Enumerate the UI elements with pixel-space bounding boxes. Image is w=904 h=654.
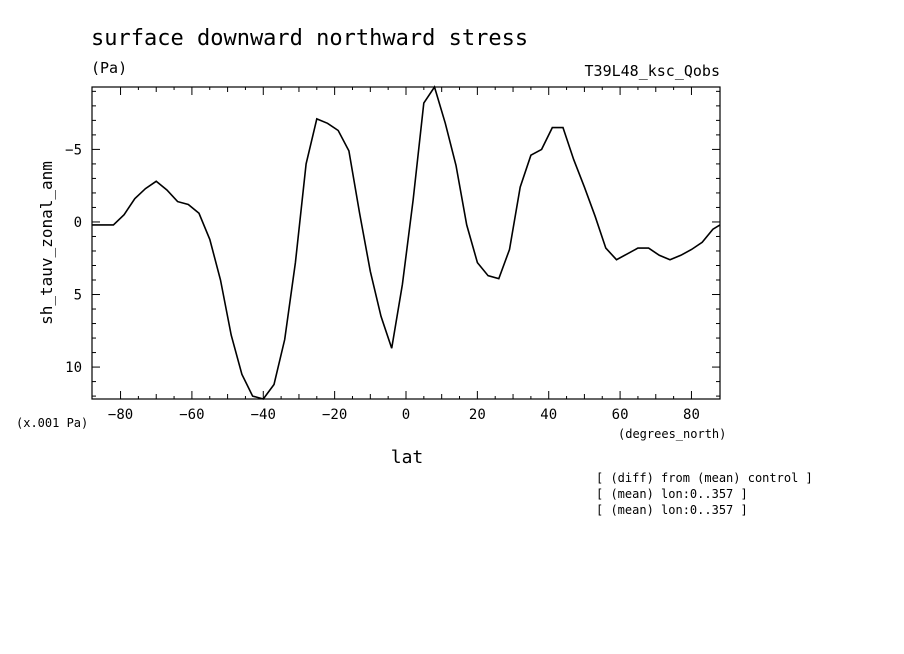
x-tick-label: −80 xyxy=(108,407,133,423)
plot-frame xyxy=(91,86,721,400)
y-tick-label: 0 xyxy=(74,215,82,231)
y-tick-label: −5 xyxy=(65,142,82,158)
x-tick-label: 80 xyxy=(683,407,700,423)
y-scale-label: (x.001 Pa) xyxy=(16,416,88,430)
chart-units: (Pa) xyxy=(91,59,127,77)
x-tick-label: 40 xyxy=(540,407,557,423)
y-axis-label: sh_tauv_zonal_anm xyxy=(37,161,56,325)
run-label: T39L48_ksc_Qobs xyxy=(585,62,720,80)
x-axis: −80 −60 −40 −20 0 20 40 60 80 xyxy=(108,87,700,423)
x-axis-label: lat xyxy=(391,447,424,468)
series-line xyxy=(92,85,721,400)
note-line-3: [ (mean) lon:0..357 ] xyxy=(596,503,748,517)
x-tick-label: 0 xyxy=(402,407,410,423)
x-tick-label: 60 xyxy=(612,407,629,423)
x-tick-label: −20 xyxy=(322,407,347,423)
note-line-1: [ (diff) from (mean) control ] xyxy=(596,471,813,485)
y-tick-label: 10 xyxy=(65,360,82,376)
y-tick-label: 5 xyxy=(74,288,82,304)
y-axis: −5 0 5 10 xyxy=(65,90,720,397)
note-line-2: [ (mean) lon:0..357 ] xyxy=(596,487,748,501)
chart-title: surface downward northward stress xyxy=(91,26,528,51)
x-units-label: (degrees_north) xyxy=(618,427,726,441)
x-tick-label: −40 xyxy=(251,407,276,423)
x-tick-label: 20 xyxy=(469,407,486,423)
x-tick-label: −60 xyxy=(179,407,204,423)
